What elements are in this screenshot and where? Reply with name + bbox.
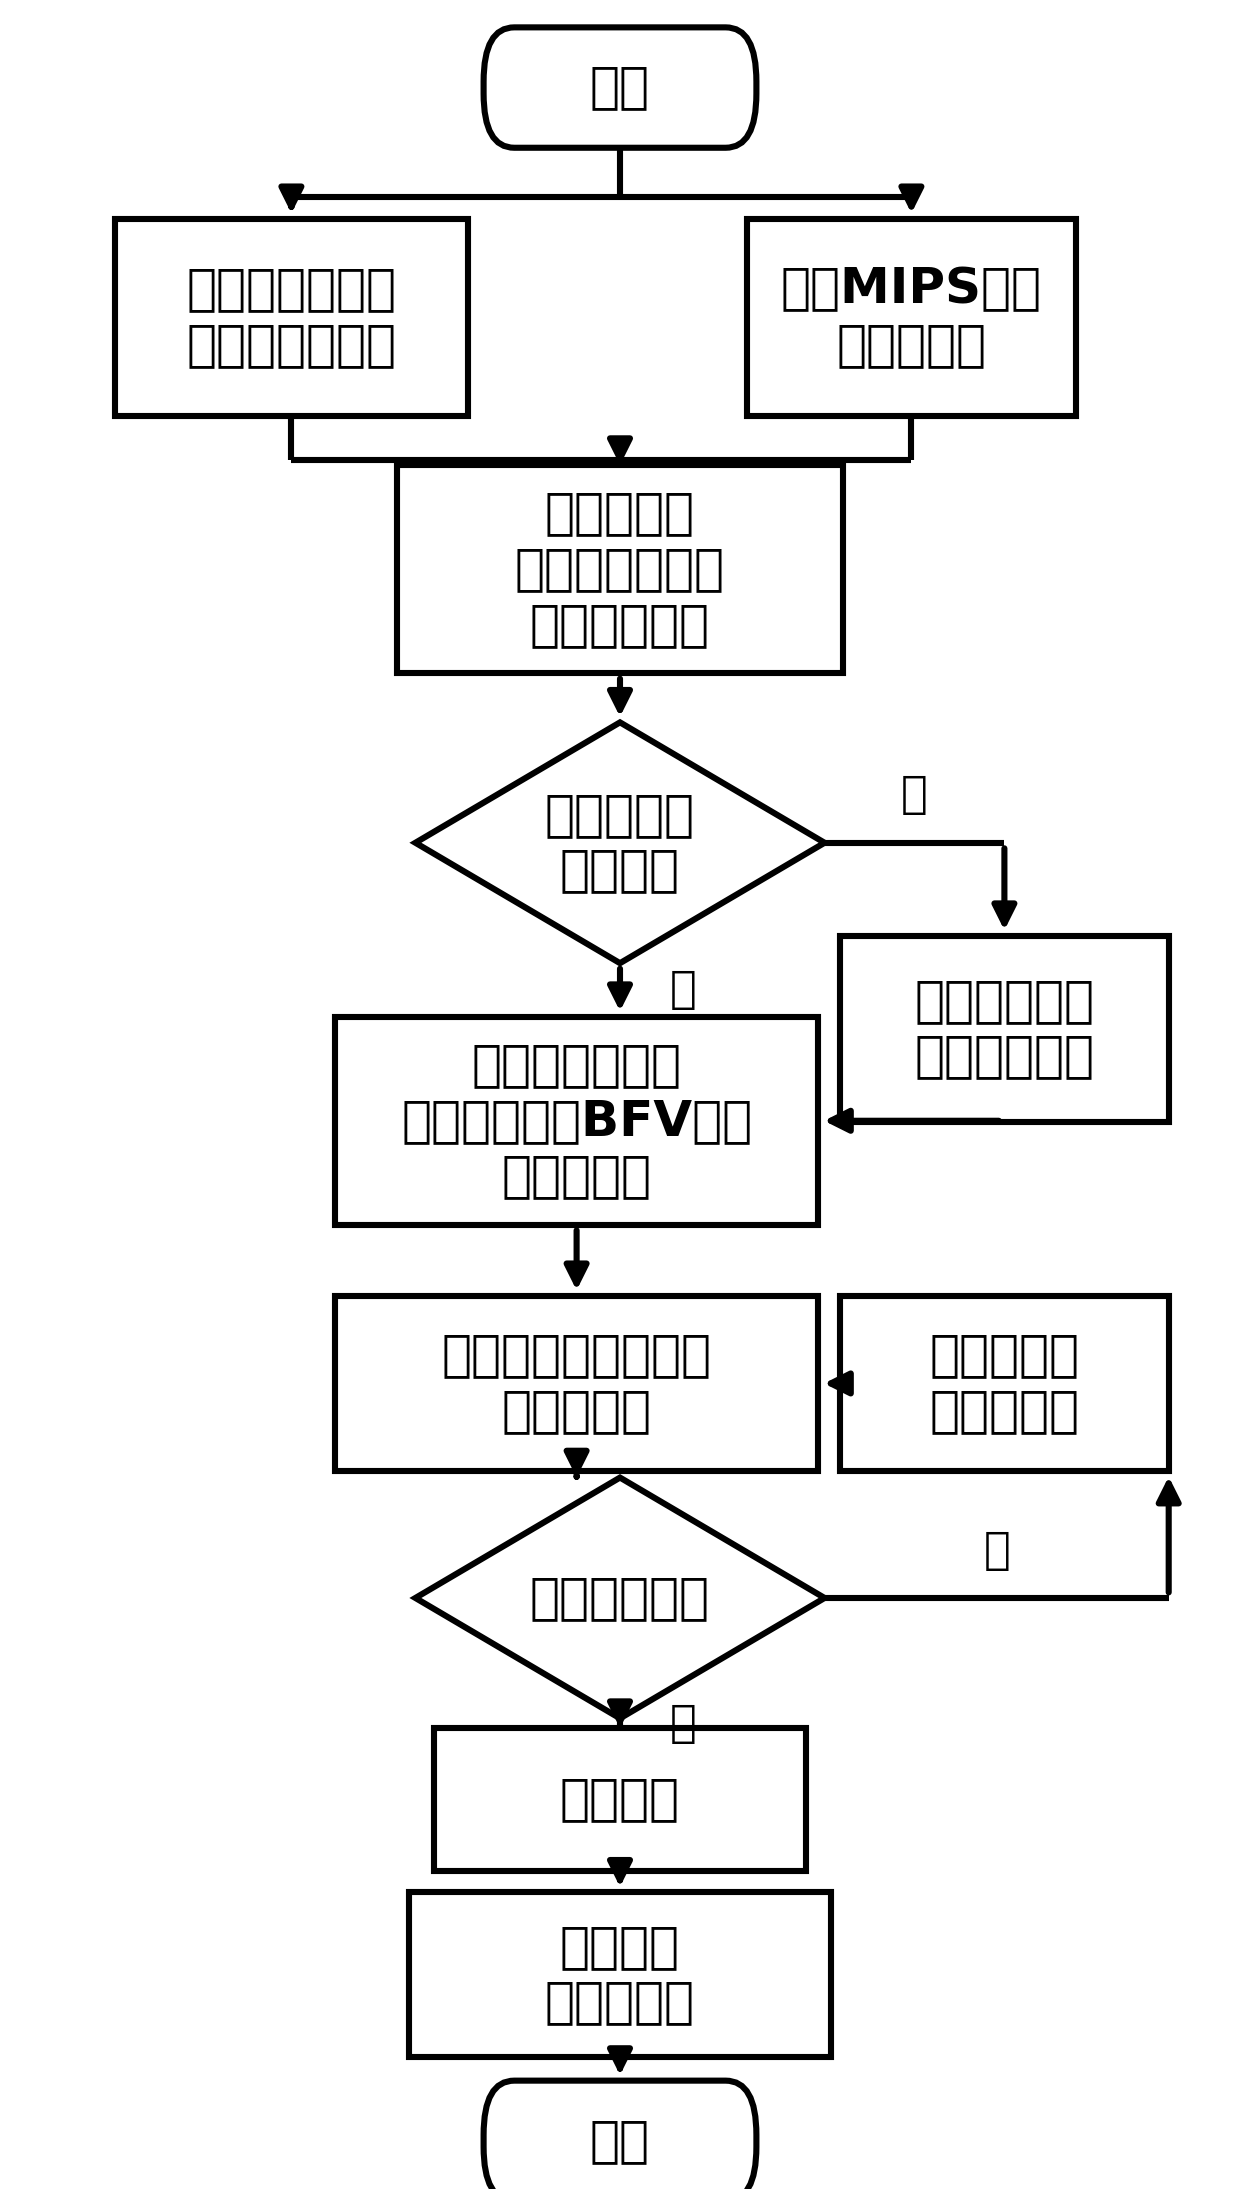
Text: 否: 否 [901,773,928,816]
Text: 按照MIPS升序
排列虚拟机: 按照MIPS升序 排列虚拟机 [781,265,1042,370]
Text: 是: 是 [670,968,697,1011]
Bar [335,1016,818,1226]
Text: 否: 否 [983,1528,1011,1572]
Text: 是: 是 [670,1701,697,1745]
FancyBboxPatch shape [484,26,756,149]
Bar [114,219,467,416]
Text: 处理完毕
销毁虚拟机: 处理完毕 销毁虚拟机 [546,1922,694,2027]
Polygon shape [415,722,825,963]
Text: 满足资源约束: 满足资源约束 [529,1574,711,1622]
FancyBboxPatch shape [484,2080,756,2189]
Text: 尝试将任务
按顺序绑定到最
快的虚拟机上: 尝试将任务 按顺序绑定到最 快的虚拟机上 [515,490,725,648]
Text: 当前虚拟机
满足要求: 当前虚拟机 满足要求 [546,790,694,895]
Text: 每个二叉堆弹出依次
根节点任务: 每个二叉堆弹出依次 根节点任务 [441,1331,712,1436]
Text: 按照任务预计执
行时间降序排列: 按照任务预计执 行时间降序排列 [186,265,397,370]
Bar [746,219,1076,416]
Text: 每台虚拟机中的
任务队列按照BFV构建
最小二叉堆: 每台虚拟机中的 任务队列按照BFV构建 最小二叉堆 [401,1042,753,1200]
Polygon shape [415,1478,825,1718]
Bar [841,1296,1168,1471]
Bar [841,937,1168,1121]
Text: 将任务绑定到
下一台虚拟机: 将任务绑定到 下一台虚拟机 [914,976,1095,1081]
Bar [409,1891,831,2058]
Text: 结束: 结束 [590,2117,650,2165]
Bar [397,466,843,674]
Text: 执行回填: 执行回填 [560,1775,680,1823]
Text: 开始: 开始 [590,63,650,112]
Bar [335,1296,818,1471]
Text: 从队尾重新
插入二叉堆: 从队尾重新 插入二叉堆 [930,1331,1079,1436]
Bar [434,1729,806,1869]
